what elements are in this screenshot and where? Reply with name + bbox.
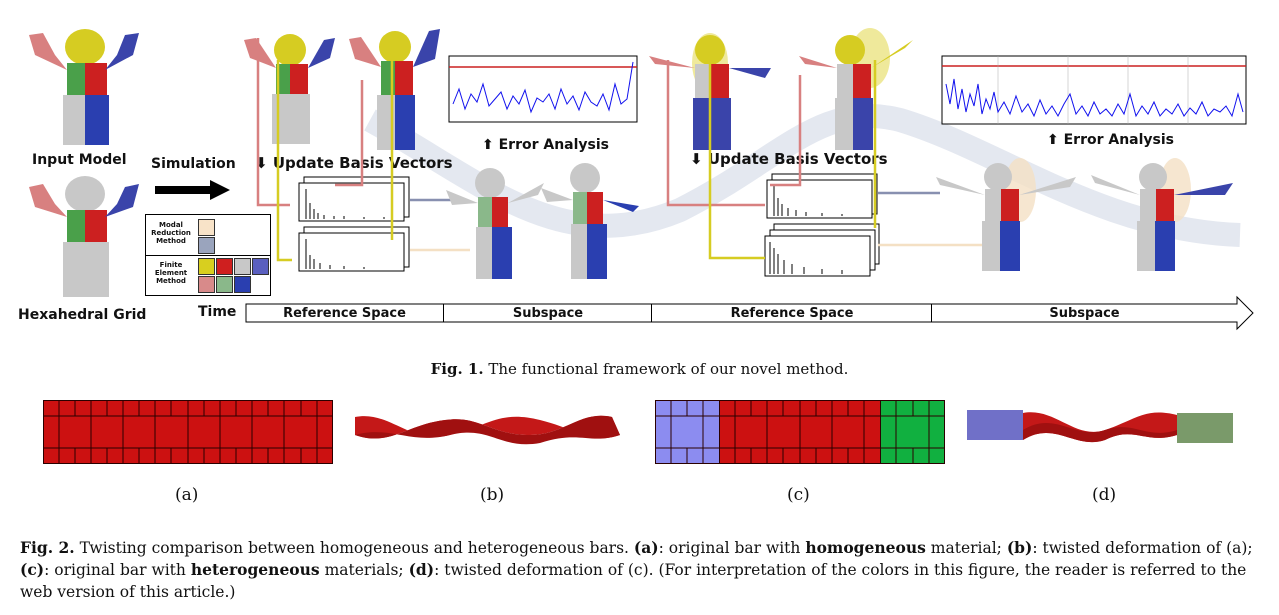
- fig2-caption-b: (b): [1006, 538, 1033, 557]
- fig2-bar-homogeneous: [43, 400, 333, 464]
- error-analysis-text-2: Error Analysis: [1063, 132, 1175, 148]
- legend-fem-swatch-gray: [234, 258, 251, 275]
- fig2-caption-t1: Twisting comparison between homogeneous …: [74, 539, 634, 557]
- basis-spectrum-plots-2: [764, 173, 880, 277]
- fig1-caption: Fig. 1. The functional framework of our …: [0, 360, 1279, 378]
- legend-fem-swatch-purple: [252, 258, 269, 275]
- legend-fem-swatch-green: [216, 276, 233, 293]
- error-analysis-label-1: ⬆ Error Analysis: [482, 137, 609, 153]
- timeline-segments: Reference Space Subspace Reference Space…: [246, 304, 1238, 322]
- legend-fem-label: Finite Element Method: [154, 261, 188, 285]
- fig2-caption-t7: : twisted deformation of (c). (For inter…: [20, 561, 1247, 601]
- armadillo-input-model: [29, 29, 139, 145]
- fig2-caption-d: (d): [408, 560, 435, 579]
- arrow-down-icon-2: ⬇: [690, 150, 703, 168]
- fig2-caption-t6: materials;: [319, 561, 409, 579]
- armadillo-subspace-2: [541, 163, 639, 279]
- fig1-caption-text: The functional framework of our novel me…: [483, 360, 849, 378]
- arrow-up-icon-2: ⬆: [1047, 132, 1059, 148]
- connector-lines-2: [666, 60, 1010, 260]
- armadillo-hexahedral-grid: [29, 176, 139, 297]
- armadillo-step-2: [349, 29, 440, 150]
- fig2-caption: Fig. 2. Twisting comparison between homo…: [20, 537, 1265, 603]
- legend-modal-swatch-1: [198, 219, 215, 236]
- fig2-caption-homogeneous: homogeneous: [805, 538, 926, 557]
- arrow-up-icon: ⬆: [482, 137, 494, 153]
- fig2-caption-t5: : original bar with: [44, 561, 191, 579]
- legend-fem-swatch-red: [216, 258, 233, 275]
- legend-fem-swatch-pink: [198, 276, 215, 293]
- legend-fem-swatch-yellow: [198, 258, 215, 275]
- armadillo-subspace-3: [936, 158, 1076, 271]
- fig2-subcaption-c: (c): [787, 485, 810, 505]
- error-analysis-text-1: Error Analysis: [498, 137, 610, 153]
- error-analysis-plot-1: [448, 55, 638, 123]
- armadillo-subspace-1: [446, 168, 544, 279]
- fig2-caption-heterogeneous: heterogeneous: [190, 560, 320, 579]
- timeline-reference-space-2: Reference Space: [651, 304, 932, 322]
- hexahedral-grid-label: Hexahedral Grid: [18, 307, 147, 323]
- error-analysis-label-2: ⬆ Error Analysis: [1047, 132, 1174, 148]
- fig2-bar-twisted-heterogeneous: [967, 410, 1233, 443]
- fig2-bar-twisted-homogeneous: [355, 415, 620, 445]
- connector-lines-1: [256, 38, 470, 262]
- background-swoosh: [364, 104, 1241, 247]
- armadillo-step-1: [244, 34, 335, 144]
- simulation-label: Simulation: [151, 156, 236, 172]
- fig2-caption-label: Fig. 2.: [20, 538, 75, 557]
- fig2-subcaption-d: (d): [1092, 485, 1117, 505]
- basis-spectrum-plots-1: [298, 176, 410, 272]
- timeline-subspace-2: Subspace: [931, 304, 1237, 322]
- fig2-caption-t3: material;: [925, 539, 1007, 557]
- fig2-subcaption-b: (b): [480, 485, 505, 505]
- error-analysis-plot-2: [941, 55, 1247, 125]
- legend-divider: [146, 255, 270, 256]
- update-basis-label-2: ⬇ Update Basis Vectors: [690, 150, 888, 168]
- armadillo-subspace-4: [1091, 158, 1233, 271]
- legend-modal-label: Modal Reduction Method: [151, 221, 191, 245]
- time-label: Time: [198, 304, 237, 320]
- legend-box: Modal Reduction Method Finite Element Me…: [145, 214, 271, 296]
- timeline-arrow: [245, 295, 1254, 331]
- legend-fem-swatch-blue: [234, 276, 251, 293]
- legend-modal-swatch-2: [198, 237, 215, 254]
- fig2-caption-c: (c): [20, 560, 45, 579]
- timeline-reference-space-1: Reference Space: [283, 305, 406, 321]
- fig1-caption-label: Fig. 1.: [430, 360, 484, 378]
- timeline-subspace-1: Subspace: [443, 304, 652, 322]
- simulation-arrow-icon: [155, 180, 230, 200]
- input-model-label: Input Model: [32, 152, 127, 168]
- fig2-caption-a: (a): [633, 538, 659, 557]
- fig2-bar-heterogeneous: [655, 400, 945, 464]
- fig2-caption-t4: : twisted deformation of (a);: [1032, 539, 1253, 557]
- fig2-subcaption-a: (a): [175, 485, 199, 505]
- figure-1: Input Model Hexahedral Grid Simulation M…: [18, 28, 1254, 331]
- fig2-caption-t2: : original bar with: [658, 539, 806, 557]
- update-basis-text-2: Update Basis Vectors: [707, 150, 888, 168]
- armadillo-step-4: [799, 28, 913, 150]
